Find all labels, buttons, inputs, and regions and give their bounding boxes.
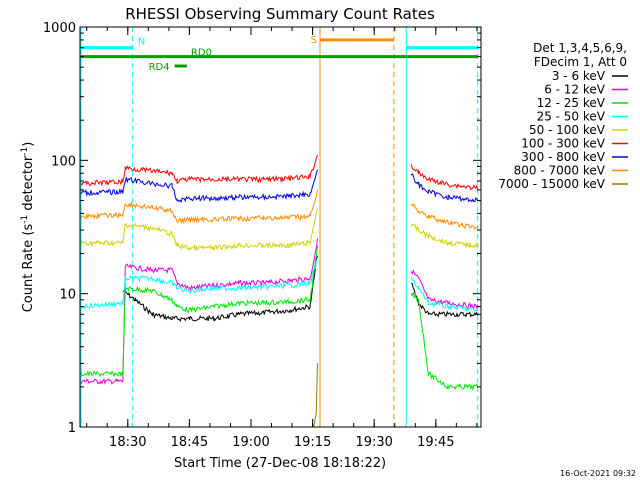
series-800-7000-kev-segment-2 xyxy=(410,203,479,231)
y-axis: 1 10 100 1000 xyxy=(43,21,481,436)
legend-label-100-300-kev: 100 - 300 keV xyxy=(521,137,605,151)
y-label-superscript-1: -1 xyxy=(20,215,30,224)
series-12-25-kev-segment-1 xyxy=(80,245,318,378)
y-tick-label-100: 100 xyxy=(51,154,76,169)
series-12-25-kev-segment-2 xyxy=(410,291,479,392)
series-300-800-kev-segment-1 xyxy=(80,169,318,203)
legend-label-25-50-kev: 25 - 50 keV xyxy=(537,110,606,124)
legend-label-12-25-kev: 12 - 25 keV xyxy=(537,96,606,110)
series-7000-15000-kev-segment-1 xyxy=(313,363,318,428)
x-tick-label-18-45: 18:45 xyxy=(171,435,208,450)
y-label-superscript-2: -1 xyxy=(20,147,30,156)
y-label-part-2: detector xyxy=(21,155,36,215)
x-tick-label-19-45: 19:45 xyxy=(417,435,454,450)
series-800-7000-kev-segment-1 xyxy=(80,189,318,225)
plot-content: N S RD0 RD4 xyxy=(80,27,479,428)
y-tick-label-10: 10 xyxy=(59,288,76,303)
flag-label-rd4: RD4 xyxy=(149,62,170,73)
legend-label-7000-15000-kev: 7000 - 15000 keV xyxy=(498,177,605,191)
series-3-6-kev-segment-2 xyxy=(411,282,479,318)
legend: Det 1,3,4,5,6,9, FDecim 1, Att 0 3 - 6 k… xyxy=(498,41,628,191)
chart-title: RHESSI Observing Summary Count Rates xyxy=(125,5,435,23)
x-axis: 18:30 18:45 19:00 19:15 19:30 19:45 xyxy=(86,27,478,450)
y-label-part-3: ) xyxy=(21,142,36,147)
x-tick-label-19-15: 19:15 xyxy=(294,435,331,450)
flag-label-n: N xyxy=(138,37,145,48)
y-label-part-1: Count Rate (s xyxy=(21,224,36,313)
legend-label-300-800-kev: 300 - 800 keV xyxy=(521,150,605,164)
x-tick-label-19-30: 19:30 xyxy=(355,435,392,450)
series-6-12-kev-segment-1 xyxy=(80,238,318,385)
series-100-300-kev-segment-2 xyxy=(410,164,479,191)
series-3-6-kev-segment-1 xyxy=(122,255,318,323)
x-tick-label-18-30: 18:30 xyxy=(109,435,146,450)
series-300-800-kev-segment-2 xyxy=(410,172,478,203)
legend-header-line-1: Det 1,3,4,5,6,9, xyxy=(533,41,627,55)
legend-header-line-2: FDecim 1, Att 0 xyxy=(534,55,627,69)
series-25-50-kev-segment-2 xyxy=(410,276,479,313)
series-50-100-kev-segment-1 xyxy=(80,208,318,251)
series-25-50-kev-segment-1 xyxy=(80,259,318,311)
series-6-12-kev-segment-2 xyxy=(410,269,479,310)
x-axis-label: Start Time (27-Dec-08 18:18:22) xyxy=(174,456,386,471)
series-50-100-kev-segment-2 xyxy=(410,223,479,249)
y-axis-label: Count Rate (s-1 detector-1) xyxy=(20,142,36,313)
legend-label-3-6-kev: 3 - 6 keV xyxy=(552,69,606,83)
x-tick-label-19-00: 19:00 xyxy=(232,435,269,450)
flag-label-rd0: RD0 xyxy=(191,48,212,59)
flag-label-s: S xyxy=(311,35,317,46)
plot-frame xyxy=(79,26,482,428)
y-tick-label-1000: 1000 xyxy=(43,21,76,36)
legend-label-6-12-kev: 6 - 12 keV xyxy=(544,83,606,97)
legend-label-50-100-kev: 50 - 100 keV xyxy=(529,123,606,137)
series-100-300-kev-segment-1 xyxy=(80,154,318,187)
footer-timestamp: 16-Oct-2021 09:32 xyxy=(560,469,636,478)
legend-label-800-7000-kev: 800 - 7000 keV xyxy=(514,164,606,178)
y-tick-label-1: 1 xyxy=(68,421,76,436)
